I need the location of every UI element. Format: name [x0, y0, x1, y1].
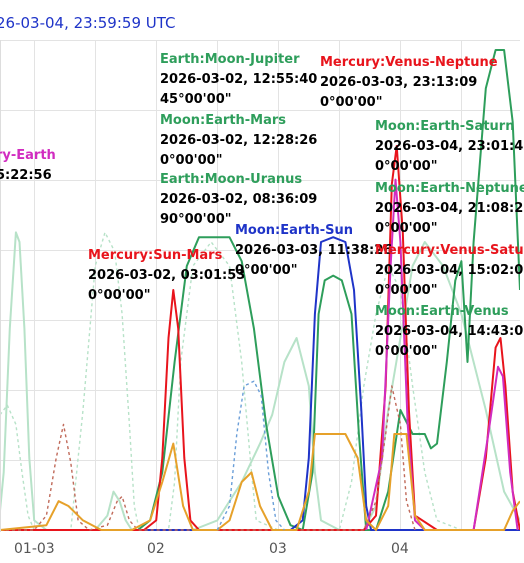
annotation-moon-earth-saturn: Moon:Earth-Saturn 2026-03-04, 23:01:47 0… [375, 117, 524, 177]
annotation-time: 2026-03-04, 15:02:01 [375, 263, 524, 278]
annotation-angle: 0°00'00" [235, 263, 298, 278]
annotation-time: 2026-03-02, 12:55:40 [160, 72, 318, 87]
annotation-angle: 0°00'00" [375, 344, 438, 359]
annotation-label: Mercury:Sun-Mars [88, 248, 223, 263]
annotation-label: Moon:Earth-Saturn [375, 119, 515, 134]
annotation-moon-earth-sun: Moon:Earth-Sun 2026-03-03, 11:38:26 0°00… [235, 221, 392, 281]
x-tick-label: 02 [147, 541, 165, 557]
series-line [216, 380, 285, 531]
annotation-time: 2026-03-02, 12:28:26 [160, 133, 318, 148]
annotation-label: Earth:Moon-Jupiter [160, 52, 300, 67]
annotation-time: 2026-03-04, 21:08:26 [375, 201, 524, 216]
annotation-earth-moon-uranus: Earth:Moon-Uranus 2026-03-02, 08:36:09 9… [160, 170, 317, 230]
annotation-mercury-venus-saturn: Mercury:Venus-Saturn 2026-03-04, 15:02:0… [375, 241, 524, 301]
annotation-angle: 90°00'00" [160, 212, 232, 227]
chart-plot-area [0, 40, 520, 532]
annotation-angle: 0°00'00" [320, 95, 383, 110]
annotation-label: Moon:Earth-Neptune [375, 181, 524, 196]
series-line [0, 236, 520, 531]
annotation-label: Moon:Earth-Sun [235, 223, 354, 238]
x-tick-label: 01-03 [14, 541, 55, 557]
series-line [301, 274, 368, 531]
annotation-angle: 0°00'00" [160, 153, 223, 168]
annotation-label: Mercury:Venus-Saturn [375, 243, 524, 258]
annotation-time: 2026-03-04, 23:01:47 [375, 139, 524, 154]
chart-series [0, 49, 520, 531]
annotation-angle: 0°00'00" [375, 221, 438, 236]
timestamp-header: 26-03-04, 23:59:59 UTC [0, 14, 176, 32]
annotation-time: 5:22:56 [0, 168, 52, 183]
annotation-label: Mercury:Venus-Neptune [320, 55, 498, 70]
annotation-label: Moon:Earth-Mars [160, 113, 287, 128]
chart-gridlines [0, 40, 520, 531]
annotation-moon-earth-mars: Moon:Earth-Mars 2026-03-02, 12:28:26 0°0… [160, 111, 317, 171]
annotation-label: Earth:Moon-Uranus [160, 172, 303, 187]
annotation-time: 2026-03-02, 08:36:09 [160, 192, 318, 207]
chart-svg [0, 40, 520, 532]
series-line [365, 178, 519, 531]
annotation-time: 2026-03-04, 14:43:06 [375, 324, 524, 339]
annotation-time: 2026-03-02, 03:01:53 [88, 268, 246, 283]
annotation-time: 2026-03-03, 11:38:26 [235, 243, 393, 258]
annotation-label: Moon:Earth-Venus [375, 304, 509, 319]
annotation-earth-moon-jupiter: Earth:Moon-Jupiter 2026-03-02, 12:55:40 … [160, 50, 317, 110]
annotation-label: ry-Earth [0, 148, 56, 163]
annotation-angle: 45°00'00" [160, 92, 232, 107]
annotation-mercury-venus-neptune: Mercury:Venus-Neptune 2026-03-03, 23:13:… [320, 53, 498, 113]
annotation-moon-earth-neptune: Moon:Earth-Neptune 2026-03-04, 21:08:26 … [375, 179, 524, 239]
annotation-time: 2026-03-03, 23:13:09 [320, 75, 478, 90]
x-tick-label: 04 [391, 541, 409, 557]
x-tick-label: 03 [269, 541, 287, 557]
annotation-angle: 0°00'00" [375, 283, 438, 298]
annotation-angle: 0°00'00" [88, 288, 151, 303]
annotation-moon-earth-venus: Moon:Earth-Venus 2026-03-04, 14:43:06 0°… [375, 302, 524, 362]
annotation-mercury-earth: ry-Earth 5:22:56 [0, 146, 56, 186]
series-line [0, 433, 520, 531]
annotation-mercury-sun-mars: Mercury:Sun-Mars 2026-03-02, 03:01:53 0°… [88, 246, 245, 306]
annotation-angle: 0°00'00" [375, 159, 438, 174]
series-line [0, 385, 416, 531]
series-line [0, 231, 520, 531]
